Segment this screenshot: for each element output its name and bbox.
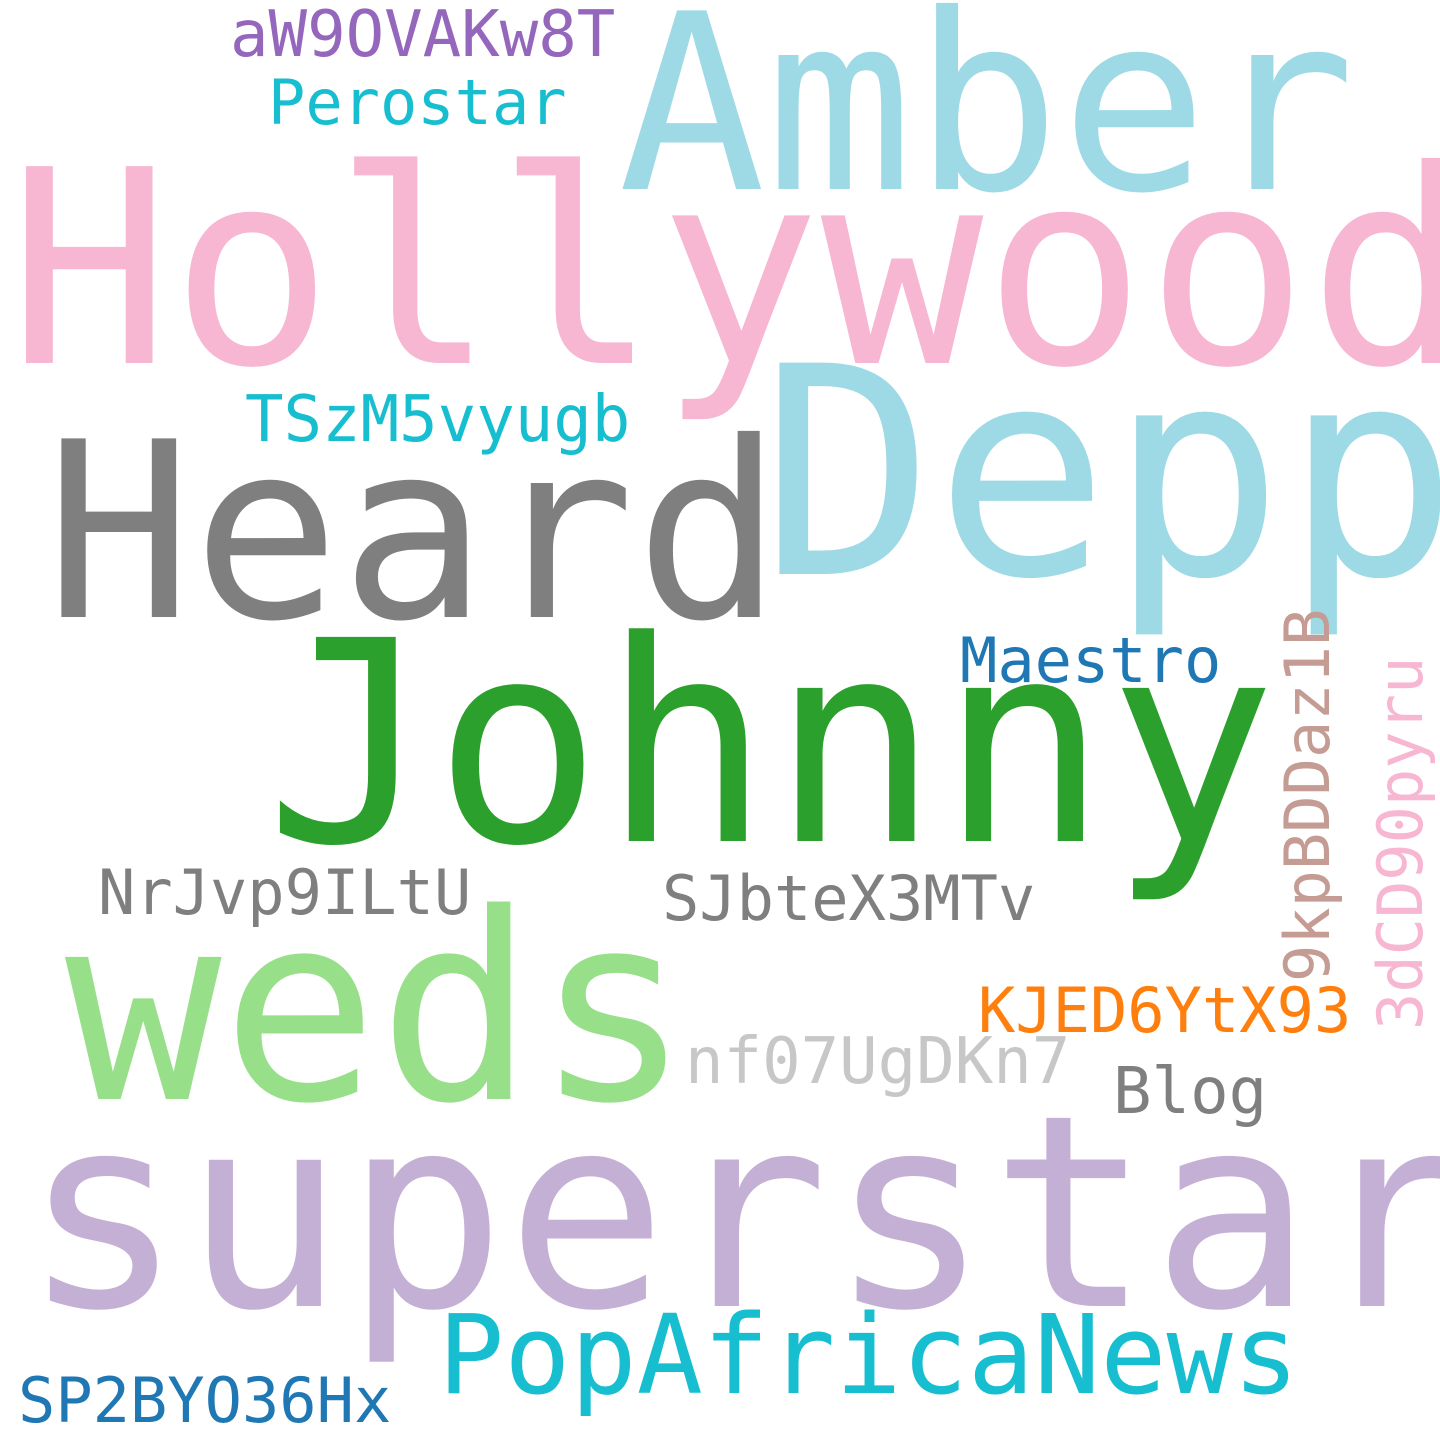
word-aw9ovakw8t: aW9OVAKw8T [230,0,616,72]
word-kjed6ytx93: KJED6YtX93 [978,974,1352,1047]
word-sjbtex3mtv: SJbteX3MTv [662,862,1036,935]
word-superstar: superstar [22,1058,1440,1370]
word-tszm5vyugb: TSzM5vyugb [245,383,631,457]
word-hollywood: Hollywood [8,112,1440,427]
word-3dcd90pyru: 3dCD90pyru [1364,656,1437,1030]
word-depp: Depp [760,306,1440,643]
word-blog: Blog [1113,1055,1268,1129]
word-weds: weds [65,859,692,1161]
word-johnny: Johnny [265,582,1277,908]
word-perostar: Perostar [268,66,567,139]
word-heard: Heard [45,390,783,675]
word-nrjvp9iltu: NrJvp9ILtU [98,856,472,929]
word-amber: Amber [618,0,1356,247]
word-popafricanews: PopAfricaNews [438,1291,1299,1419]
word-9kpbddaz1b: 9kpBDDaz1B [1271,608,1344,982]
word-nf07ugdkn7: nf07UgDKn7 [685,1025,1071,1099]
word-sp2byo36hx: SP2BYO36Hx [18,1364,392,1437]
word-maestro: Maestro [960,624,1222,697]
